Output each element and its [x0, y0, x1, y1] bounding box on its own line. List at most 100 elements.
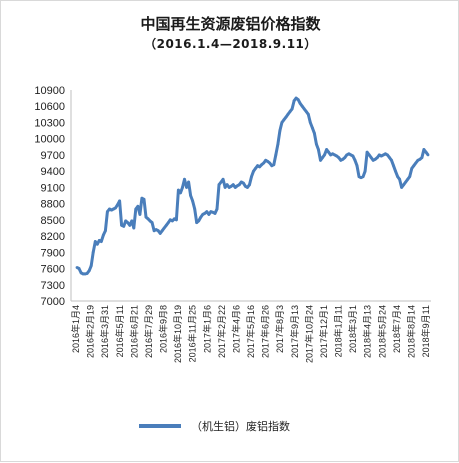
data-point — [130, 219, 134, 223]
data-point — [280, 121, 284, 124]
y-tick-label: 7300 — [41, 280, 65, 292]
data-point — [420, 156, 424, 160]
data-point — [418, 157, 422, 161]
data-point — [282, 118, 286, 122]
data-point — [250, 175, 253, 179]
data-point — [95, 242, 99, 246]
x-tick-label: 2018年3月1 — [347, 305, 358, 353]
x-tick-label: 2016年7月29 — [143, 305, 154, 358]
data-point — [296, 98, 300, 102]
y-tick-label: 8500 — [41, 215, 65, 227]
data-point — [266, 160, 270, 163]
data-point — [290, 107, 294, 111]
y-tick-label: 7600 — [41, 264, 65, 276]
data-point — [367, 153, 371, 157]
data-point — [217, 183, 221, 187]
x-tick-label: 2017年6月26 — [260, 305, 271, 358]
data-point — [118, 199, 121, 203]
x-tick-label: 2016年11月25 — [187, 305, 198, 362]
data-point — [408, 175, 412, 179]
data-point — [221, 177, 225, 181]
x-tick-label: 2018年8月14 — [405, 305, 416, 358]
data-point — [231, 183, 235, 187]
data-point — [193, 207, 197, 211]
data-point — [142, 197, 146, 201]
data-point — [187, 180, 191, 184]
data-point — [162, 226, 166, 230]
x-tick-label: 2017年5月16 — [245, 305, 256, 358]
data-point — [311, 126, 314, 130]
data-point — [89, 264, 93, 268]
data-point — [128, 223, 132, 227]
data-point — [286, 112, 290, 116]
chart-title: 中国再生资源废铝价格指数 — [140, 15, 321, 33]
data-point — [278, 129, 282, 133]
data-point — [239, 180, 243, 184]
data-point — [276, 142, 280, 146]
data-point — [292, 99, 296, 103]
data-point — [406, 177, 410, 181]
data-point — [168, 218, 172, 222]
data-point — [300, 104, 304, 108]
data-point — [223, 186, 227, 189]
data-point — [353, 158, 357, 162]
data-point — [341, 157, 345, 161]
x-tick-label: 2018年7月4 — [391, 305, 402, 353]
data-point — [414, 161, 418, 165]
x-tick-label: 2016年2月19 — [85, 305, 96, 358]
legend-label: （机生铝）废铝指数 — [191, 420, 290, 433]
data-point — [136, 204, 140, 208]
data-point — [140, 196, 144, 200]
series-line — [76, 96, 430, 276]
data-point — [288, 110, 292, 113]
data-point — [225, 183, 229, 187]
data-point — [138, 213, 142, 216]
data-point — [335, 154, 339, 158]
data-point — [233, 186, 237, 189]
data-point — [272, 163, 276, 167]
data-point — [148, 219, 152, 223]
data-point — [426, 153, 430, 157]
data-point — [158, 232, 162, 235]
data-point — [106, 210, 109, 214]
x-tick-label: 2016年10月19 — [172, 305, 183, 363]
data-point — [150, 221, 154, 225]
data-point — [215, 207, 219, 211]
data-point — [164, 223, 168, 227]
data-point — [404, 180, 408, 184]
data-point — [146, 217, 150, 221]
data-point — [171, 219, 174, 223]
data-point — [191, 199, 195, 203]
data-point — [422, 148, 426, 151]
data-point — [154, 228, 158, 232]
data-point — [203, 212, 207, 215]
y-tick-label: 10900 — [34, 85, 65, 97]
data-point — [323, 153, 326, 157]
data-point — [99, 240, 103, 243]
data-point — [412, 164, 416, 168]
series-group — [75, 96, 430, 276]
data-point — [343, 156, 347, 160]
data-point — [369, 156, 373, 160]
data-point — [213, 212, 217, 215]
x-tick-label: 2016年9月8 — [158, 305, 169, 353]
x-tick-label: 2016年6月21 — [128, 305, 139, 358]
data-point — [302, 107, 306, 111]
data-point — [402, 183, 406, 187]
data-point — [104, 229, 107, 233]
data-point — [197, 219, 201, 223]
y-tick-label: 8800 — [41, 199, 65, 211]
data-point — [179, 191, 182, 195]
data-point — [122, 224, 126, 228]
data-point — [211, 210, 215, 214]
x-tick-label: 2016年5月11 — [114, 305, 125, 357]
data-point — [229, 184, 233, 188]
data-point — [77, 267, 81, 270]
data-point — [134, 207, 138, 211]
data-point — [254, 167, 257, 170]
y-tick-label: 7000 — [41, 296, 65, 308]
x-tick-label: 2017年2月22 — [216, 305, 227, 358]
data-point — [313, 131, 316, 135]
data-point — [219, 180, 223, 184]
